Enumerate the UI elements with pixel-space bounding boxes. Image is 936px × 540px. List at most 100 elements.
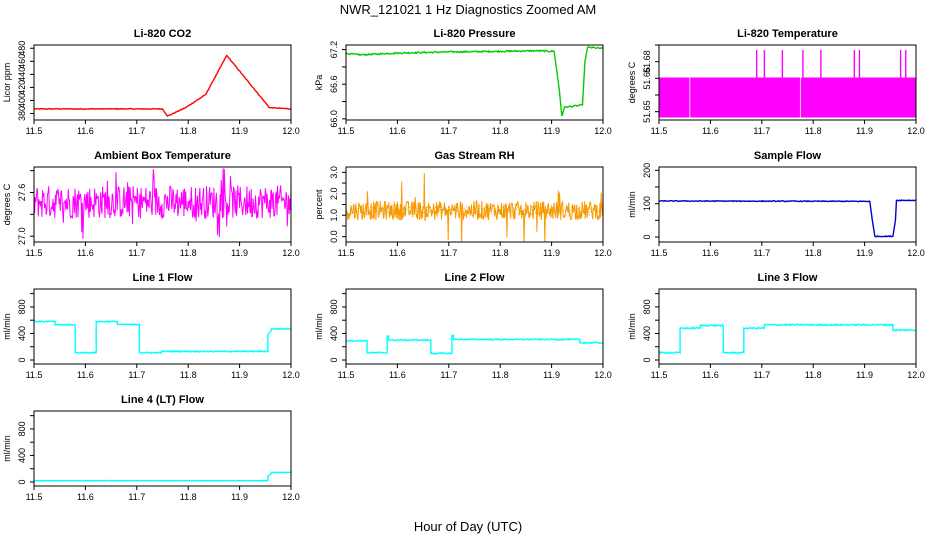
y-tick-label: 400 (17, 326, 27, 341)
series-line (346, 334, 603, 355)
x-tick-label: 11.5 (338, 126, 355, 136)
x-tick-label: 12.0 (282, 248, 300, 258)
plot-area (659, 323, 916, 355)
panel-title: Line 1 Flow (133, 272, 193, 284)
x-tick-label: 11.8 (180, 126, 197, 136)
x-tick-label: 11.7 (440, 248, 457, 258)
y-tick-label: 800 (17, 421, 27, 436)
series-line (34, 168, 291, 239)
x-tick-label: 11.6 (702, 126, 719, 136)
y-tick-label: 200 (642, 163, 652, 178)
panel-title: Gas Stream RH (434, 150, 514, 162)
plot-area (34, 168, 291, 239)
x-tick-label: 11.8 (805, 248, 822, 258)
y-tick-label: 480 (17, 41, 27, 56)
x-tick-label: 11.5 (26, 248, 43, 258)
x-tick-label: 11.5 (651, 370, 668, 380)
y-tick-label: 100 (642, 196, 652, 211)
panel-title: Line 4 (LT) Flow (121, 394, 204, 406)
panel-7: Line 1 Flow ml/min 11.5 11.6 11.7 11.8 11.9 12.… (2, 272, 300, 380)
y-axis-label: ml/min (2, 435, 12, 462)
plot-frame (658, 44, 917, 121)
panel-6: Sample Flow ml/min 11.5 11.6 11.7 11.8 11.9 12.… (627, 150, 925, 258)
figure-xlabel: Hour of Day (UTC) (414, 519, 522, 534)
x-tick-label: 11.9 (856, 370, 873, 380)
x-tick-label: 11.6 (77, 370, 94, 380)
y-tick-label: 27.0 (17, 227, 27, 245)
series-line (34, 320, 291, 355)
x-tick-label: 11.7 (128, 248, 145, 258)
x-tick-label: 11.7 (440, 126, 457, 136)
plot-area (34, 471, 291, 482)
x-tick-label: 11.8 (492, 370, 509, 380)
y-tick-label: 400 (642, 326, 652, 341)
y-axis-label: ml/min (627, 313, 637, 340)
plot-frame (658, 166, 917, 243)
y-tick-label: 0 (329, 358, 339, 363)
y-axis-label: ml/min (627, 191, 637, 218)
plot-frame (33, 44, 292, 121)
x-tick-label: 11.8 (180, 370, 197, 380)
x-tick-label: 11.9 (543, 248, 560, 258)
y-tick-label: 460 (17, 54, 27, 69)
figure-title: NWR_121021 1 Hz Diagnostics Zoomed AM (340, 2, 597, 17)
y-tick-label: 0 (642, 234, 652, 239)
x-tick-label: 11.7 (128, 370, 145, 380)
y-axis-label: ml/min (2, 313, 12, 340)
series-line (346, 173, 603, 242)
x-tick-label: 11.7 (753, 126, 770, 136)
y-tick-label: 420 (17, 80, 27, 95)
plot-frame (33, 410, 292, 487)
y-tick-label: 67.2 (329, 41, 339, 59)
x-tick-label: 11.5 (338, 248, 355, 258)
y-axis-label: Licor ppm (2, 63, 12, 103)
y-tick-label: 440 (17, 67, 27, 82)
y-tick-label: 66.6 (329, 75, 339, 93)
y-axis-label: degrees C (2, 183, 12, 225)
x-tick-label: 11.8 (805, 126, 822, 136)
x-tick-label: 11.6 (77, 248, 94, 258)
y-tick-label: 3.0 (329, 166, 339, 179)
x-tick-label: 11.8 (492, 248, 509, 258)
series-line (346, 46, 603, 117)
panel-title: Line 2 Flow (445, 272, 505, 284)
y-tick-label: 400 (329, 326, 339, 341)
series-band (659, 77, 916, 118)
plot-area (346, 173, 603, 242)
series-line (659, 323, 916, 355)
x-tick-label: 11.9 (543, 370, 560, 380)
series-line-secondary (346, 203, 603, 217)
y-tick-label: 2.0 (329, 188, 339, 201)
x-tick-label: 12.0 (907, 126, 925, 136)
panel-9: Line 3 Flow ml/min 11.5 11.6 11.7 11.8 11.9 12.… (627, 272, 925, 380)
y-tick-label: 66.0 (329, 110, 339, 128)
panel-4: Ambient Box Temperature degrees C 11.5 11.6… (2, 150, 300, 258)
plot-area (346, 334, 603, 355)
x-tick-label: 11.5 (651, 248, 668, 258)
plot-area (34, 54, 291, 118)
y-tick-label: 0 (17, 358, 27, 363)
x-tick-label: 11.7 (440, 370, 457, 380)
x-tick-label: 11.9 (231, 126, 248, 136)
panel-title: Li-820 CO2 (134, 28, 191, 40)
x-tick-label: 11.8 (180, 248, 197, 258)
series-line (34, 54, 291, 118)
x-tick-label: 11.5 (651, 126, 668, 136)
panel-title: Sample Flow (754, 150, 822, 162)
y-tick-label: 51.68 (642, 50, 652, 73)
plot-area (34, 320, 291, 355)
y-tick-label: 51.66 (642, 67, 652, 90)
y-tick-label: 27.6 (17, 184, 27, 202)
panel-title: Line 3 Flow (758, 272, 818, 284)
x-tick-label: 12.0 (907, 370, 925, 380)
y-tick-label: 380 (17, 106, 27, 121)
x-tick-label: 11.8 (805, 370, 822, 380)
x-tick-label: 11.8 (180, 492, 197, 502)
x-tick-label: 12.0 (282, 370, 300, 380)
panel-5: Gas Stream RH percent 11.5 11.6 11.7 11.8 11.9… (314, 150, 612, 258)
x-tick-label: 12.0 (594, 126, 612, 136)
x-tick-label: 11.6 (702, 248, 719, 258)
plot-area (659, 199, 916, 238)
x-tick-label: 11.8 (492, 126, 509, 136)
